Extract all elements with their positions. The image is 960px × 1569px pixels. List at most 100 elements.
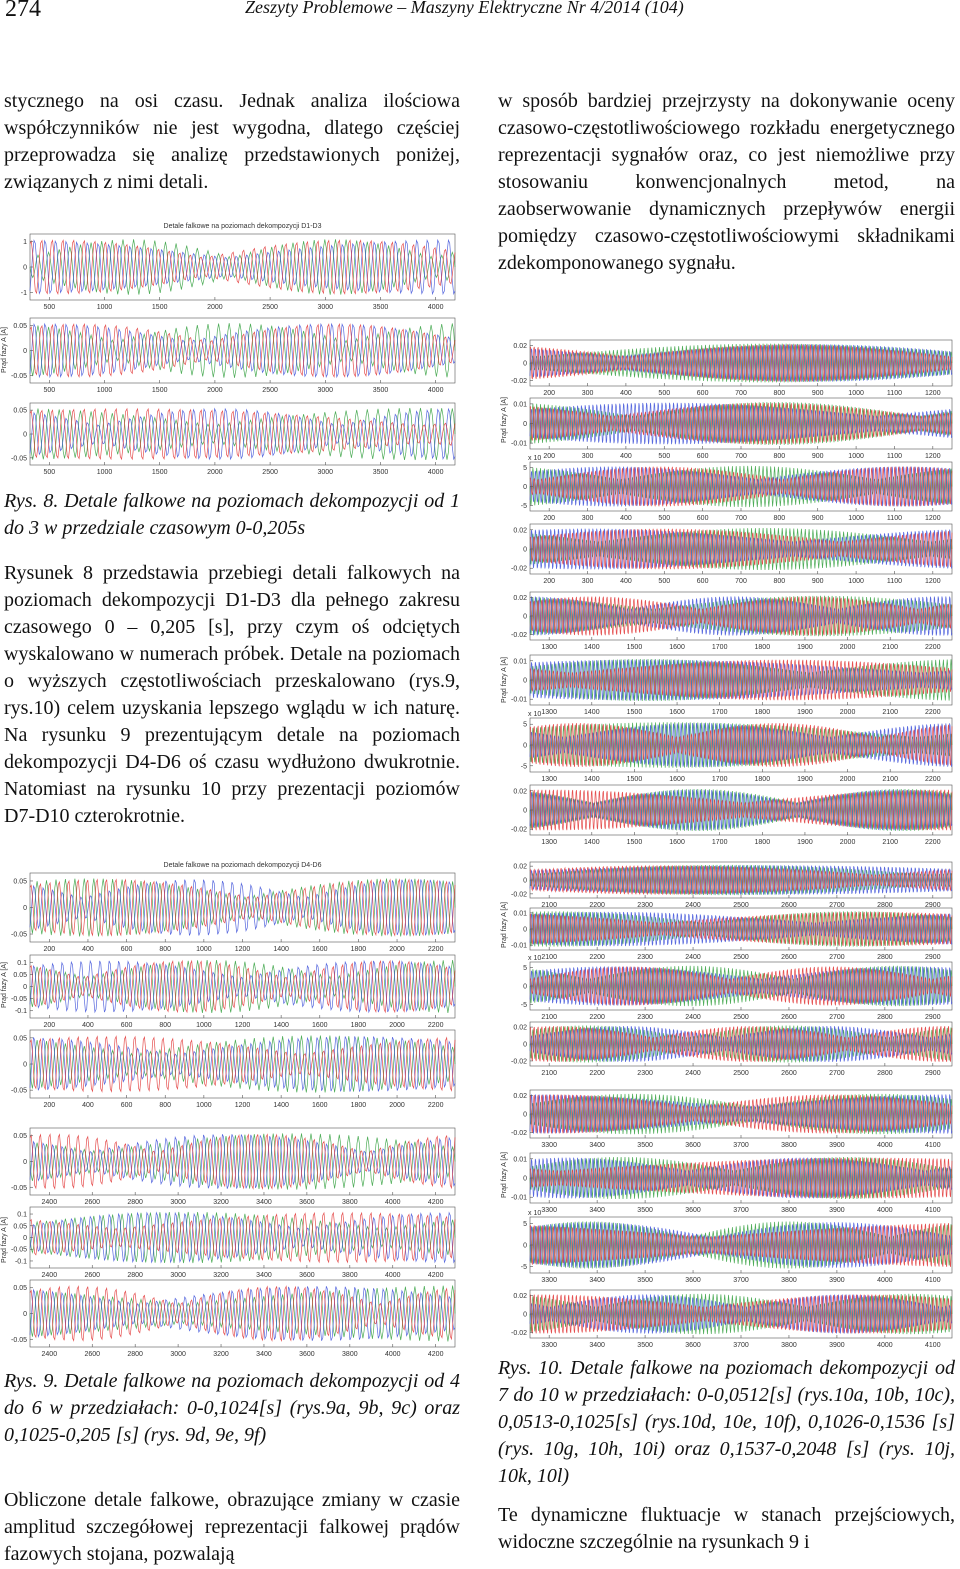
x-tick-label: 400 bbox=[82, 1102, 94, 1109]
x-tick-label: 1000 bbox=[196, 1022, 212, 1029]
y-tick-label: 0.05 bbox=[13, 408, 27, 415]
x-tick-label: 1200 bbox=[925, 578, 941, 585]
x-tick-label: 2800 bbox=[127, 1199, 143, 1206]
y-tick-label: -0.01 bbox=[511, 943, 527, 950]
x-tick-label: 4000 bbox=[877, 1142, 893, 1149]
y-tick-label: -1 bbox=[21, 290, 27, 297]
x-tick-label: 2500 bbox=[733, 1014, 749, 1021]
y-tick-label: 0.1 bbox=[17, 1212, 27, 1219]
figure-title: Detale falkowe na poziomach dekompozycji… bbox=[164, 223, 322, 230]
x-tick-label: 1500 bbox=[152, 469, 168, 476]
y-tick-label: -0.05 bbox=[11, 1247, 27, 1254]
y-tick-label: 0 bbox=[523, 1042, 527, 1049]
x-tick-label: 3600 bbox=[685, 1342, 701, 1349]
y-tick-label: -0.02 bbox=[511, 1130, 527, 1137]
x-tick-label: 1200 bbox=[925, 390, 941, 397]
x-tick-label: 400 bbox=[620, 578, 632, 585]
waveform bbox=[29, 1211, 456, 1264]
x-tick-label: 2200 bbox=[589, 902, 605, 909]
x-tick-label: 2400 bbox=[42, 1351, 58, 1358]
x-tick-label: 1400 bbox=[584, 839, 600, 846]
waveform bbox=[29, 407, 456, 461]
y-tick-label: 0.01 bbox=[513, 910, 527, 917]
x-tick-label: 2000 bbox=[389, 1022, 405, 1029]
x-tick-label: 4000 bbox=[877, 1207, 893, 1214]
x-tick-label: 1500 bbox=[627, 776, 643, 783]
x-tick-label: 1500 bbox=[627, 709, 643, 716]
y-tick-label: -0.05 bbox=[11, 1088, 27, 1095]
waveform bbox=[529, 911, 953, 947]
x-tick-label: 1400 bbox=[273, 946, 289, 953]
x-tick-label: 1900 bbox=[797, 839, 813, 846]
paragraph: Obliczone detale falkowe, obrazujące zmi… bbox=[4, 1489, 460, 1565]
x-tick-label: 1900 bbox=[797, 709, 813, 716]
x-tick-label: 200 bbox=[43, 1022, 55, 1029]
x-tick-label: 4000 bbox=[877, 1277, 893, 1284]
y-tick-label: -0.01 bbox=[511, 1195, 527, 1202]
x-tick-label: 2200 bbox=[925, 709, 941, 716]
x-tick-label: 1000 bbox=[97, 387, 113, 394]
y-tick-label: 0 bbox=[523, 1312, 527, 1319]
x-tick-label: 1600 bbox=[669, 839, 685, 846]
y-tick-label: -5 bbox=[521, 763, 527, 770]
x-tick-label: 200 bbox=[543, 578, 555, 585]
x-tick-label: 2600 bbox=[781, 902, 797, 909]
x-tick-label: 2100 bbox=[882, 839, 898, 846]
x-tick-label: 2500 bbox=[733, 954, 749, 961]
y-tick-label: -0.1 bbox=[15, 1258, 27, 1265]
y-tick-label: 0.05 bbox=[13, 972, 27, 979]
waveform bbox=[29, 879, 456, 936]
x-tick-label: 3900 bbox=[829, 1277, 845, 1284]
paragraph: stycznego na osi czasu. Jednak analiza i… bbox=[4, 90, 460, 193]
waveform bbox=[529, 343, 953, 383]
x-tick-label: 4100 bbox=[925, 1277, 941, 1284]
y-tick-label: 0 bbox=[23, 1311, 27, 1318]
x-tick-label: 1000 bbox=[848, 390, 864, 397]
y-tick-label: -0.05 bbox=[11, 373, 27, 380]
x-tick-label: 3800 bbox=[781, 1342, 797, 1349]
x-tick-label: 800 bbox=[159, 1102, 171, 1109]
x-tick-label: 400 bbox=[620, 453, 632, 460]
x-tick-label: 1200 bbox=[235, 1102, 251, 1109]
x-tick-label: 700 bbox=[735, 453, 747, 460]
x-tick-label: 3400 bbox=[256, 1272, 272, 1279]
x-tick-label: 3200 bbox=[213, 1272, 229, 1279]
x-tick-label: 600 bbox=[121, 946, 133, 953]
x-tick-label: 3600 bbox=[299, 1351, 315, 1358]
x-tick-label: 500 bbox=[658, 578, 670, 585]
waveform bbox=[29, 407, 456, 461]
waveform bbox=[29, 959, 456, 1014]
x-tick-label: 3700 bbox=[733, 1277, 749, 1284]
waveform bbox=[529, 722, 953, 768]
x-tick-label: 3000 bbox=[170, 1272, 186, 1279]
y-tick-label: 0.02 bbox=[513, 788, 527, 795]
waveform bbox=[529, 864, 953, 896]
waveform bbox=[529, 659, 953, 701]
waveform bbox=[529, 1026, 953, 1062]
waveform bbox=[529, 966, 953, 1006]
waveform bbox=[529, 402, 953, 445]
x-tick-label: 800 bbox=[774, 515, 786, 522]
waveform bbox=[29, 323, 456, 378]
waveform bbox=[529, 658, 953, 702]
waveform bbox=[29, 1285, 456, 1342]
y-tick-label: -0.02 bbox=[511, 566, 527, 573]
y-tick-label: -0.02 bbox=[511, 1058, 527, 1065]
x-tick-label: 1800 bbox=[755, 644, 771, 651]
x-tick-label: 2600 bbox=[84, 1351, 100, 1358]
x-tick-label: 2200 bbox=[589, 1014, 605, 1021]
x-tick-label: 200 bbox=[43, 946, 55, 953]
waveform bbox=[529, 344, 953, 382]
waveform bbox=[29, 1133, 456, 1190]
x-tick-label: 1200 bbox=[925, 515, 941, 522]
x-tick-label: 4100 bbox=[925, 1207, 941, 1214]
x-tick-label: 4000 bbox=[428, 304, 444, 311]
waveform bbox=[529, 1094, 953, 1134]
y-tick-label: 0 bbox=[523, 1112, 527, 1119]
x-tick-label: 3800 bbox=[781, 1207, 797, 1214]
x-tick-label: 1000 bbox=[848, 578, 864, 585]
x-tick-label: 3800 bbox=[781, 1142, 797, 1149]
x-tick-label: 2500 bbox=[733, 902, 749, 909]
x-tick-label: 2200 bbox=[925, 776, 941, 783]
x-tick-label: 2500 bbox=[262, 387, 278, 394]
